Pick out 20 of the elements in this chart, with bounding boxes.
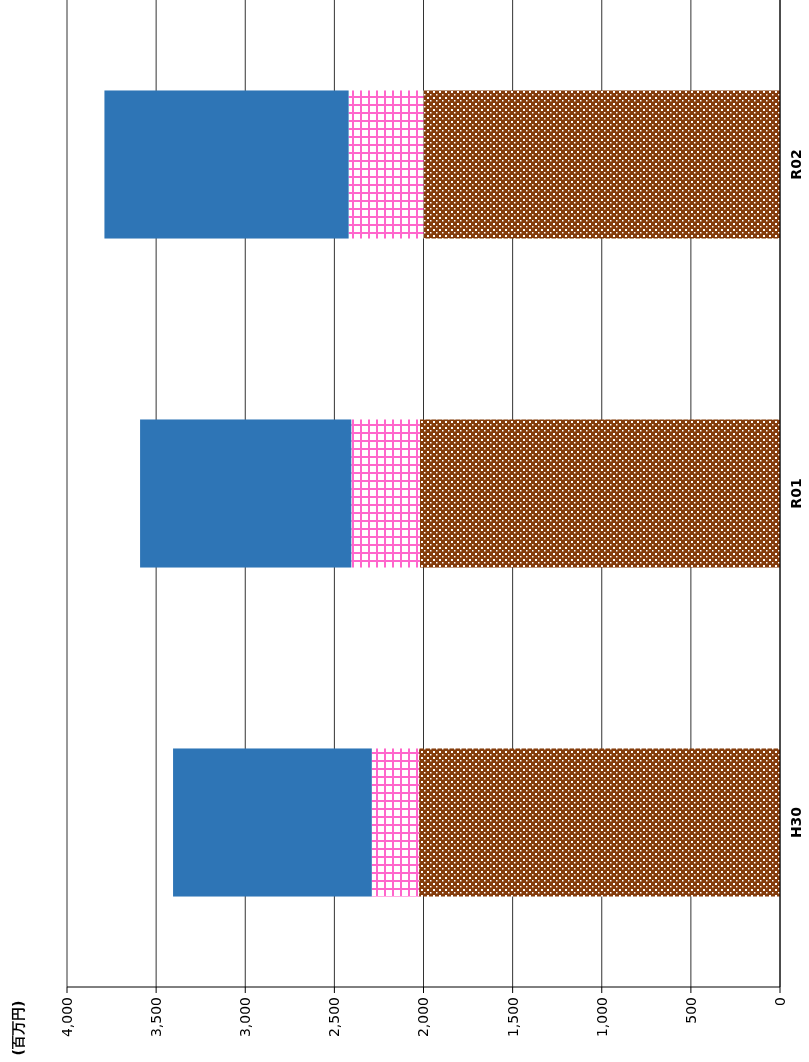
x-tick-label: 2,500 — [326, 997, 343, 1038]
x-tick-label: 2,000 — [415, 997, 432, 1038]
bar — [419, 748, 780, 897]
text: (百万円) — [9, 1000, 26, 1056]
x-tick-label: 500 — [682, 997, 699, 1024]
x-tick-label: 3,000 — [237, 997, 254, 1038]
y-tick-label: H30 — [787, 806, 804, 839]
bar — [423, 90, 780, 239]
x-tick-label: 3,500 — [148, 997, 165, 1038]
x-tick-label: 1,500 — [504, 997, 521, 1038]
bar — [419, 419, 780, 568]
y-tick-label: R02 — [787, 149, 804, 180]
x-tick-label: 4,000 — [58, 997, 75, 1038]
bar — [371, 748, 420, 897]
bar — [104, 90, 349, 239]
y-tick-label: R01 — [787, 478, 804, 509]
x-tick-label: 1,000 — [593, 997, 610, 1038]
x-tick-label: 0 — [771, 997, 788, 1006]
bar — [173, 748, 372, 897]
bar — [140, 419, 352, 568]
